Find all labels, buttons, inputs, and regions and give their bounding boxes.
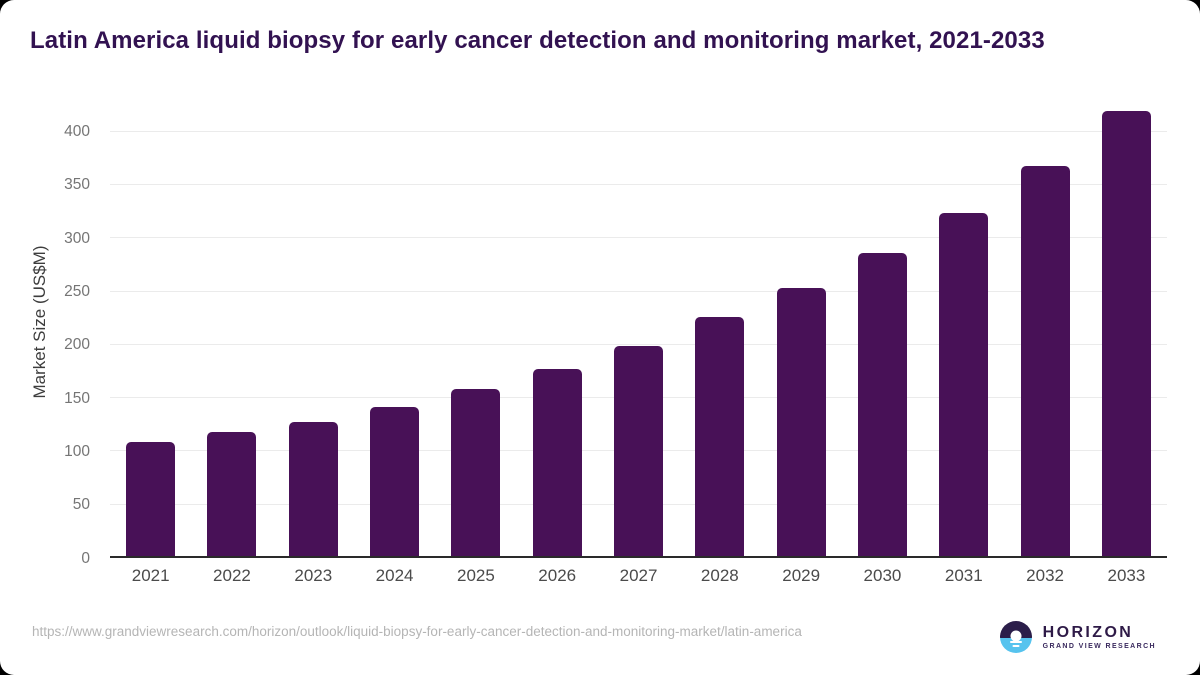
bar-2025 — [451, 388, 501, 558]
bar-slot-2032 — [1004, 105, 1085, 558]
bar-slot-2027 — [598, 105, 679, 558]
bar-2030 — [857, 253, 907, 558]
x-axis-baseline — [110, 556, 1167, 558]
y-tick-label-50: 50 — [72, 495, 90, 513]
plot-area — [110, 105, 1167, 558]
bar-slot-2033 — [1086, 105, 1167, 558]
x-tick-label-2025: 2025 — [456, 566, 495, 585]
gridline-200 — [110, 343, 1167, 345]
x-tick-label-2021: 2021 — [131, 566, 170, 585]
bar-2022 — [207, 432, 257, 558]
bar-slot-2024 — [354, 105, 435, 558]
y-tick-label-350: 350 — [64, 176, 90, 194]
gridline-300 — [110, 237, 1167, 239]
x-tick-label-2029: 2029 — [782, 566, 821, 585]
x-tick-label-2028: 2028 — [700, 566, 739, 585]
bar-series — [110, 105, 1167, 558]
bar-slot-2028 — [679, 105, 760, 558]
logo-brand-text: HORIZON — [1042, 623, 1134, 641]
bar-2023 — [288, 421, 338, 558]
bar-2032 — [1020, 165, 1070, 558]
bar-2031 — [939, 212, 989, 558]
x-tick-label-2032: 2032 — [1026, 566, 1064, 585]
bar-2028 — [695, 317, 745, 558]
bar-slot-2021 — [110, 105, 191, 558]
horizon-logo: HORIZON GRAND VIEW RESEARCH — [999, 621, 1156, 653]
bar-slot-2025 — [435, 105, 516, 558]
bar-slot-2030 — [842, 105, 923, 558]
x-tick-label-2022: 2022 — [213, 566, 251, 585]
chart-title: Latin America liquid biopsy for early ca… — [30, 27, 1045, 54]
horizon-sun-icon — [999, 621, 1032, 653]
y-tick-label-300: 300 — [64, 229, 90, 247]
x-tick-label-2031: 2031 — [944, 566, 983, 585]
bar-2029 — [776, 288, 826, 558]
y-tick-label-400: 400 — [64, 122, 90, 140]
bar-2027 — [614, 345, 664, 558]
logo-text: HORIZON GRAND VIEW RESEARCH — [1043, 624, 1156, 651]
gridline-250 — [110, 290, 1167, 292]
x-tick-label-2023: 2023 — [294, 566, 333, 585]
x-tick-label-2027: 2027 — [619, 566, 658, 585]
bar-slot-2031 — [923, 105, 1004, 558]
y-tick-label-200: 200 — [64, 336, 90, 354]
bar-slot-2023 — [273, 105, 354, 558]
y-tick-label-250: 250 — [64, 282, 90, 300]
y-tick-label-150: 150 — [64, 389, 90, 407]
bar-2021 — [126, 441, 176, 558]
y-tick-label-0: 0 — [81, 549, 90, 567]
bar-2033 — [1101, 111, 1151, 558]
logo-subtitle-text: GRAND VIEW RESEARCH — [1042, 643, 1156, 651]
bar-slot-2026 — [517, 105, 598, 558]
x-tick-label-2026: 2026 — [538, 566, 577, 585]
logo-sky-half — [999, 621, 1032, 638]
x-tick-label-2030: 2030 — [863, 566, 902, 585]
gridline-350 — [110, 183, 1167, 185]
logo-reflection-line-2 — [1012, 644, 1020, 647]
x-axis-tick-labels: 2021 2022 2023 2024 2025 2026 2027 2028 2029 2030… — [110, 566, 1167, 586]
logo-sun-circle — [1010, 630, 1022, 642]
source-url: https://www.grandviewresearch.com/horizo… — [32, 624, 802, 639]
y-tick-label-100: 100 — [64, 442, 90, 460]
x-tick-label-2024: 2024 — [375, 566, 414, 585]
bar-2024 — [370, 406, 420, 558]
bar-2026 — [532, 369, 582, 558]
logo-reflection-line-1 — [1009, 640, 1022, 644]
bar-slot-2029 — [761, 105, 842, 558]
y-axis-tick-labels: 0 50 100 150 200 250 300 350 400 — [0, 105, 100, 565]
gridline-400 — [110, 130, 1167, 132]
x-tick-label-2033: 2033 — [1107, 566, 1146, 585]
bar-slot-2022 — [191, 105, 272, 558]
